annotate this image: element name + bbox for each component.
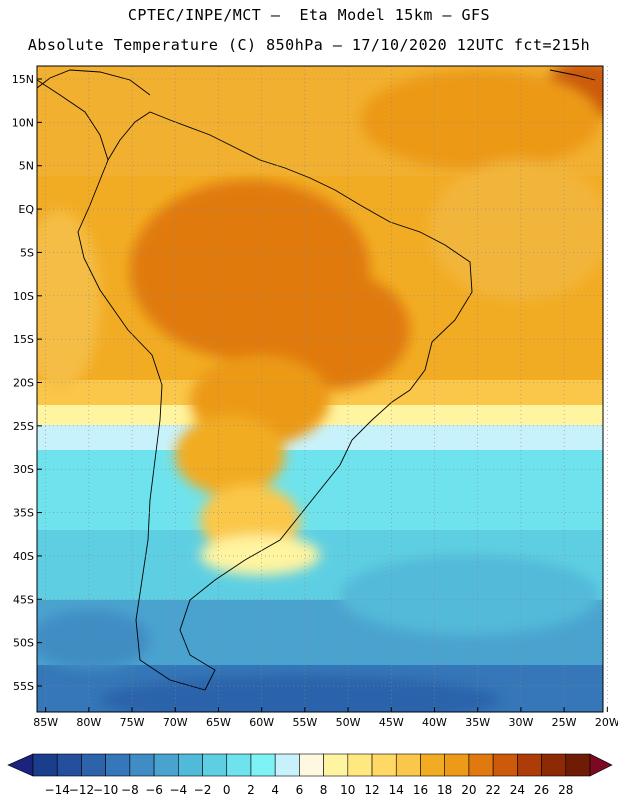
colorbar-cell xyxy=(32,753,58,777)
lon-label: 55W xyxy=(292,716,317,729)
longitude-labels: 85W 80W 75W 70W 65W 60W 55W 50W 45W 40W 35W 30W 25W 2… xyxy=(33,707,618,729)
lat-label: 5N xyxy=(19,160,34,173)
lon-label: 75W xyxy=(120,716,145,729)
colorbar-label: 26 xyxy=(534,783,549,797)
colorbar-label: −14 xyxy=(45,783,70,797)
lat-label: 45S xyxy=(13,593,34,606)
colorbar-cell xyxy=(541,753,567,777)
colorbar-cell xyxy=(299,753,324,777)
colorbar-cell xyxy=(420,753,445,777)
africa-fragment xyxy=(549,69,596,81)
lat-label: 10N xyxy=(12,116,34,129)
colorbar-label: 16 xyxy=(413,783,428,797)
colorbar-label: −10 xyxy=(93,783,118,797)
colorbar-label: −12 xyxy=(69,783,94,797)
lat-label: 55S xyxy=(13,680,34,693)
argentina-cool xyxy=(200,535,320,575)
lat-label: 25S xyxy=(13,420,34,433)
colorbar-cell xyxy=(565,753,591,777)
colorbar-cell xyxy=(517,753,542,777)
colorbar-cell xyxy=(468,753,494,777)
colorbar-label: −4 xyxy=(169,783,187,797)
colorbar-under-arrow xyxy=(7,753,34,777)
lat-label: 5S xyxy=(20,246,34,259)
warm-area-north xyxy=(360,70,600,170)
lat-label: 40S xyxy=(13,550,34,563)
colorbar-cells xyxy=(7,753,613,777)
lat-label: EQ xyxy=(18,203,34,216)
colorbar-label: −2 xyxy=(194,783,212,797)
colorbar-cell xyxy=(395,753,421,777)
colorbar-over-arrow xyxy=(589,753,613,777)
colorbar-cell xyxy=(56,753,82,777)
central-america-outline xyxy=(37,69,151,96)
colorbar: −14−12−10 −8 −6 −4 −2 0 2 4 6 8 10 12 14 16 18 20 22 24 26… xyxy=(7,753,613,797)
colorbar-label: 0 xyxy=(223,783,231,797)
lat-label: 30S xyxy=(13,463,34,476)
lon-label: 65W xyxy=(206,716,231,729)
colorbar-label: 12 xyxy=(364,783,379,797)
map-frame xyxy=(36,65,604,713)
atlantic-cold xyxy=(340,555,600,635)
lat-label: 20S xyxy=(13,376,34,389)
lon-label: 45W xyxy=(379,716,404,729)
lat-label: 15N xyxy=(12,73,34,86)
lat-label: 35S xyxy=(13,507,34,520)
lon-label: 20W xyxy=(595,716,618,729)
colorbar-cell xyxy=(81,753,106,777)
lon-label: 35W xyxy=(465,716,490,729)
colorbar-label: 14 xyxy=(389,783,404,797)
colorbar-cell xyxy=(274,753,300,777)
colorbar-label: −8 xyxy=(121,783,139,797)
colorbar-cell xyxy=(250,753,276,777)
colorbar-cell xyxy=(178,753,203,777)
colorbar-cell xyxy=(371,753,397,777)
colorbar-cell xyxy=(492,753,518,777)
lon-label: 50W xyxy=(336,716,361,729)
colorbar-cell xyxy=(226,753,252,777)
colorbar-cell xyxy=(105,753,131,777)
colorbar-label: 4 xyxy=(271,783,279,797)
colorbar-cell xyxy=(444,753,470,777)
lat-label: 50S xyxy=(13,637,34,650)
title-line-2: Absolute Temperature (C) 850hPa – 17/10/… xyxy=(27,36,591,54)
colorbar-label: 8 xyxy=(320,783,328,797)
drake-cold xyxy=(100,675,500,712)
lat-label: 10S xyxy=(13,290,34,303)
colorbar-cell xyxy=(347,753,373,777)
colorbar-label: 22 xyxy=(485,783,500,797)
colorbar-label: 24 xyxy=(510,783,525,797)
temperature-map: 15N 10N 5N EQ 5S 10S 15S 20S 25S 30S 35S 40S 45S 50S 5… xyxy=(12,65,618,729)
coastline xyxy=(37,69,596,691)
colorbar-cell xyxy=(153,753,179,777)
title-line-1: CPTEC/INPE/MCT – Eta Model 15km – GFS xyxy=(127,6,491,24)
colorbar-label: 10 xyxy=(340,783,355,797)
lon-label: 25W xyxy=(552,716,577,729)
colorbar-label: −6 xyxy=(145,783,163,797)
band-2 xyxy=(37,450,603,540)
pacific-cold xyxy=(37,610,150,670)
pacific-coast xyxy=(37,210,100,390)
argentina-warm xyxy=(175,415,285,495)
lon-label: 80W xyxy=(76,716,101,729)
temperature-field xyxy=(37,66,603,712)
colorbar-cell xyxy=(202,753,228,777)
lon-label: 30W xyxy=(508,716,533,729)
colorbar-label: 6 xyxy=(296,783,304,797)
lon-label: 40W xyxy=(422,716,447,729)
colorbar-cell xyxy=(323,753,349,777)
lon-label: 70W xyxy=(163,716,188,729)
lon-label: 85W xyxy=(33,716,58,729)
colorbar-label: 2 xyxy=(247,783,255,797)
colorbar-label: 18 xyxy=(437,783,452,797)
south-america-outline xyxy=(37,79,473,691)
latitude-labels: 15N 10N 5N EQ 5S 10S 15S 20S 25S 30S 35S 40S 45S 50S 5… xyxy=(12,73,42,693)
lon-label: 60W xyxy=(249,716,274,729)
atlantic-equatorial xyxy=(430,160,603,300)
colorbar-label: 20 xyxy=(461,783,476,797)
colorbar-cell xyxy=(129,753,155,777)
colorbar-labels: −14−12−10 −8 −6 −4 −2 0 2 4 6 8 10 12 14 16 18 20 22 24 26… xyxy=(45,783,574,797)
lat-label: 15S xyxy=(13,333,34,346)
colorbar-label: 28 xyxy=(558,783,573,797)
